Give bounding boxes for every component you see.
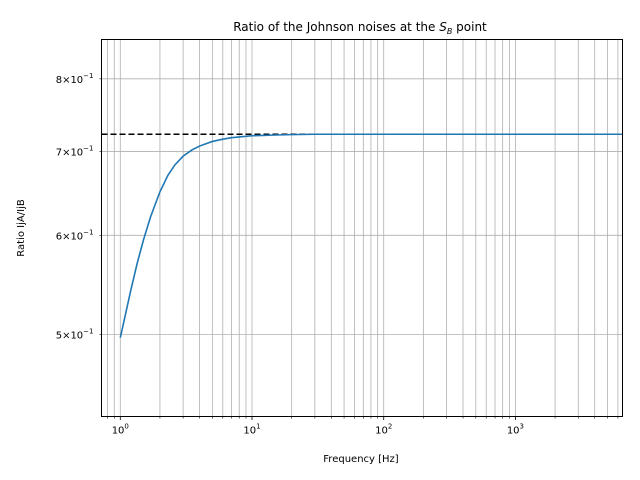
axis-ticks: 5×10−1 6×10−1 7×10−1 8×10−1 100 101 102 103 bbox=[56, 72, 619, 437]
x-tick-label: 102 bbox=[375, 423, 392, 437]
y-tick-label: 6×10−1 bbox=[56, 228, 94, 242]
x-axis-label: Frequency [Hz] bbox=[323, 454, 399, 465]
series-line bbox=[119, 133, 623, 338]
series-layer bbox=[101, 133, 623, 338]
minor-grid bbox=[107, 39, 619, 417]
major-grid bbox=[101, 39, 623, 417]
x-tick-label: 103 bbox=[507, 423, 524, 437]
x-tick-label: 101 bbox=[243, 423, 260, 437]
y-tick-label: 8×10−1 bbox=[56, 72, 94, 86]
y-tick-label: 5×10−1 bbox=[56, 327, 94, 341]
plot-frame bbox=[101, 39, 623, 417]
title-math-subscript: B bbox=[447, 27, 453, 36]
title-suffix: point bbox=[452, 20, 487, 34]
x-tick-label: 100 bbox=[112, 423, 129, 437]
chart-title: Ratio of the Johnson noises at the SB po… bbox=[233, 20, 487, 36]
y-axis-label: Ratio IjA/IjB bbox=[16, 199, 27, 257]
y-tick-label: 7×10−1 bbox=[56, 144, 94, 158]
title-math-symbol: S bbox=[439, 20, 447, 34]
